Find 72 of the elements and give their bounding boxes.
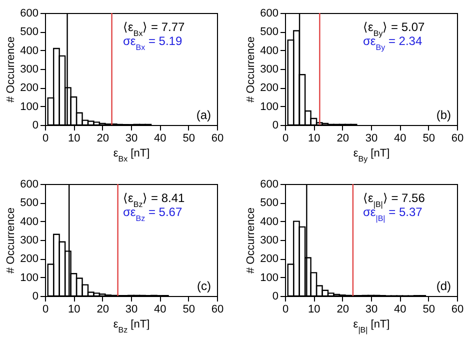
x-tick-label: 60 [211, 132, 224, 144]
y-tick-label: 500 [20, 197, 38, 210]
y-tick-label: 400 [260, 44, 278, 57]
x-tick-label: 0 [282, 132, 289, 144]
y-tick-label: 500 [20, 26, 38, 38]
x-tick-label: 30 [125, 132, 138, 144]
x-tick-label: 10 [68, 304, 80, 316]
x-axis-title: ε$_{Bx}$ [nT] [113, 148, 150, 163]
annotation: (d) [436, 279, 451, 293]
y-tick-label: 600 [20, 8, 38, 20]
y-tick-label: 0 [272, 290, 278, 302]
x-tick-label: 20 [336, 132, 349, 144]
annotation: (a) [196, 108, 211, 122]
y-tick-label: 100 [260, 272, 278, 284]
y-axis-title: # Occurrence [245, 36, 258, 103]
y-tick-label: 200 [260, 82, 278, 94]
y-tick-label: 200 [20, 82, 38, 94]
x-tick-label: 0 [42, 132, 49, 144]
y-axis-title: # Occurrence [5, 36, 18, 103]
y-tick-label: 0 [272, 120, 278, 132]
x-tick-label: 40 [154, 132, 166, 144]
x-tick-label: 10 [308, 304, 320, 316]
y-tick-label: 400 [260, 216, 278, 228]
x-tick-label: 0 [42, 304, 49, 316]
x-tick-label: 30 [365, 304, 378, 316]
y-tick-label: 100 [20, 272, 38, 284]
y-tick-label: 600 [20, 178, 38, 190]
y-tick-label: 0 [32, 120, 38, 132]
y-tick-label: 400 [20, 216, 38, 228]
y-tick-label: 400 [20, 44, 38, 57]
x-tick-label: 10 [308, 132, 320, 144]
y-tick-label: 500 [260, 197, 278, 210]
y-tick-label: 300 [260, 64, 278, 76]
x-tick-label: 30 [125, 304, 138, 316]
x-tick-label: 60 [451, 132, 464, 144]
y-tick-label: 0 [32, 290, 38, 302]
y-tick-label: 200 [260, 253, 278, 266]
x-axis-title: ε$_{|B|}$ [nT] [353, 318, 390, 334]
y-tick-label: 100 [260, 100, 278, 113]
x-tick-label: 40 [394, 304, 406, 316]
x-tick-label: 40 [394, 132, 406, 144]
y-tick-label: 600 [260, 8, 278, 20]
x-tick-label: 20 [96, 132, 109, 144]
annotation: ⟨ε$_{By}$⟩ = 5.07 [363, 20, 426, 38]
x-tick-label: 50 [182, 132, 195, 144]
x-tick-label: 50 [422, 132, 435, 144]
y-tick-label: 100 [20, 100, 38, 113]
y-axis-title: # Occurrence [5, 207, 18, 274]
annotation: ⟨ε$_{|B|}$⟩ = 7.56 [363, 191, 426, 208]
annotation: (c) [197, 279, 211, 293]
annotation: ⟨ε$_{Bz}$⟩ = 8.41 [123, 191, 186, 208]
y-axis-title: # Occurrence [245, 207, 258, 274]
y-tick-label: 200 [20, 253, 38, 266]
x-tick-label: 50 [182, 304, 195, 316]
y-tick-label: 600 [260, 178, 278, 190]
y-tick-label: 300 [20, 234, 38, 246]
x-tick-label: 10 [68, 132, 80, 144]
x-tick-label: 40 [154, 304, 166, 316]
x-tick-label: 60 [211, 304, 224, 316]
x-tick-label: 30 [365, 132, 378, 144]
y-tick-label: 300 [20, 64, 38, 76]
annotation: ⟨ε$_{Bx}$⟩ = 7.77 [123, 20, 186, 38]
y-tick-label: 500 [260, 26, 278, 38]
annotation: (b) [436, 108, 451, 122]
y-tick-label: 300 [260, 234, 278, 246]
x-tick-label: 60 [451, 304, 464, 316]
x-tick-label: 20 [336, 304, 349, 316]
x-axis-title: ε$_{By}$ [nT] [353, 148, 390, 163]
x-tick-label: 0 [282, 304, 289, 316]
x-axis-title: ε$_{Bz}$ [nT] [113, 318, 150, 334]
x-tick-label: 20 [96, 304, 109, 316]
x-tick-label: 50 [422, 304, 435, 316]
